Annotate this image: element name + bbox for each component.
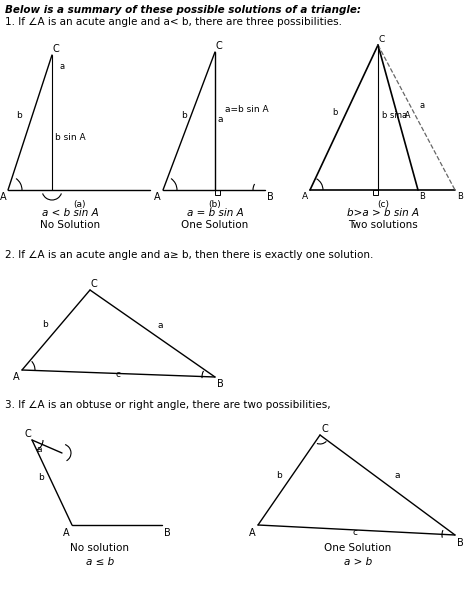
- Bar: [373, 190, 378, 195]
- Text: b: b: [276, 471, 282, 480]
- Text: a: a: [60, 62, 65, 71]
- Text: 2. If ∠A is an acute angle and a≥ b, then there is exactly one solution.: 2. If ∠A is an acute angle and a≥ b, the…: [5, 250, 374, 260]
- Text: a: a: [402, 111, 407, 120]
- Text: b: b: [16, 111, 22, 120]
- Text: 1. If ∠A is an acute angle and a< b, there are three possibilities.: 1. If ∠A is an acute angle and a< b, the…: [5, 17, 342, 27]
- Text: No Solution: No Solution: [40, 220, 100, 230]
- Text: b: b: [181, 111, 187, 120]
- Text: C: C: [216, 41, 223, 51]
- Text: One Solution: One Solution: [182, 220, 249, 230]
- Text: A: A: [302, 192, 308, 201]
- Text: 3. If ∠A is an obtuse or right angle, there are two possibilities,: 3. If ∠A is an obtuse or right angle, th…: [5, 400, 331, 410]
- Text: a: a: [218, 115, 224, 124]
- Text: Two solutions: Two solutions: [348, 220, 418, 230]
- Text: (a): (a): [74, 200, 86, 209]
- Text: b sin A: b sin A: [55, 133, 86, 142]
- Text: C: C: [24, 429, 31, 439]
- Text: b: b: [38, 473, 44, 482]
- Text: B: B: [457, 192, 463, 201]
- Text: B: B: [419, 192, 425, 201]
- Text: a: a: [420, 101, 425, 110]
- Text: C: C: [91, 279, 98, 289]
- Text: b: b: [333, 108, 338, 117]
- Text: b sin A: b sin A: [382, 111, 410, 120]
- Text: B: B: [217, 379, 224, 389]
- Text: c: c: [353, 528, 357, 537]
- Text: a < b sin A: a < b sin A: [42, 208, 99, 218]
- Text: b>a > b sin A: b>a > b sin A: [347, 208, 419, 218]
- Text: a: a: [158, 321, 164, 330]
- Text: A: A: [0, 192, 7, 202]
- Text: a ≤ b: a ≤ b: [86, 557, 114, 567]
- Text: A: A: [64, 528, 70, 538]
- Text: No solution: No solution: [71, 543, 129, 553]
- Text: c: c: [116, 370, 120, 379]
- Text: (b): (b): [209, 200, 221, 209]
- Text: B: B: [457, 538, 464, 548]
- Text: a: a: [37, 445, 43, 454]
- Bar: [215, 190, 220, 195]
- Text: A: A: [155, 192, 161, 202]
- Text: B: B: [267, 192, 274, 202]
- Text: A: A: [13, 372, 20, 382]
- Text: a: a: [395, 471, 401, 480]
- Text: a > b: a > b: [344, 557, 372, 567]
- Text: a=b sin A: a=b sin A: [225, 105, 269, 114]
- Text: C: C: [53, 44, 60, 54]
- Text: One Solution: One Solution: [324, 543, 392, 553]
- Text: Below is a summary of these possible solutions of a triangle:: Below is a summary of these possible sol…: [5, 5, 361, 15]
- Text: b: b: [42, 320, 48, 329]
- Text: C: C: [379, 35, 385, 44]
- Text: A: A: [249, 528, 256, 538]
- Text: C: C: [322, 424, 329, 434]
- Text: (c): (c): [377, 200, 389, 209]
- Text: B: B: [164, 528, 171, 538]
- Text: a = b sin A: a = b sin A: [187, 208, 243, 218]
